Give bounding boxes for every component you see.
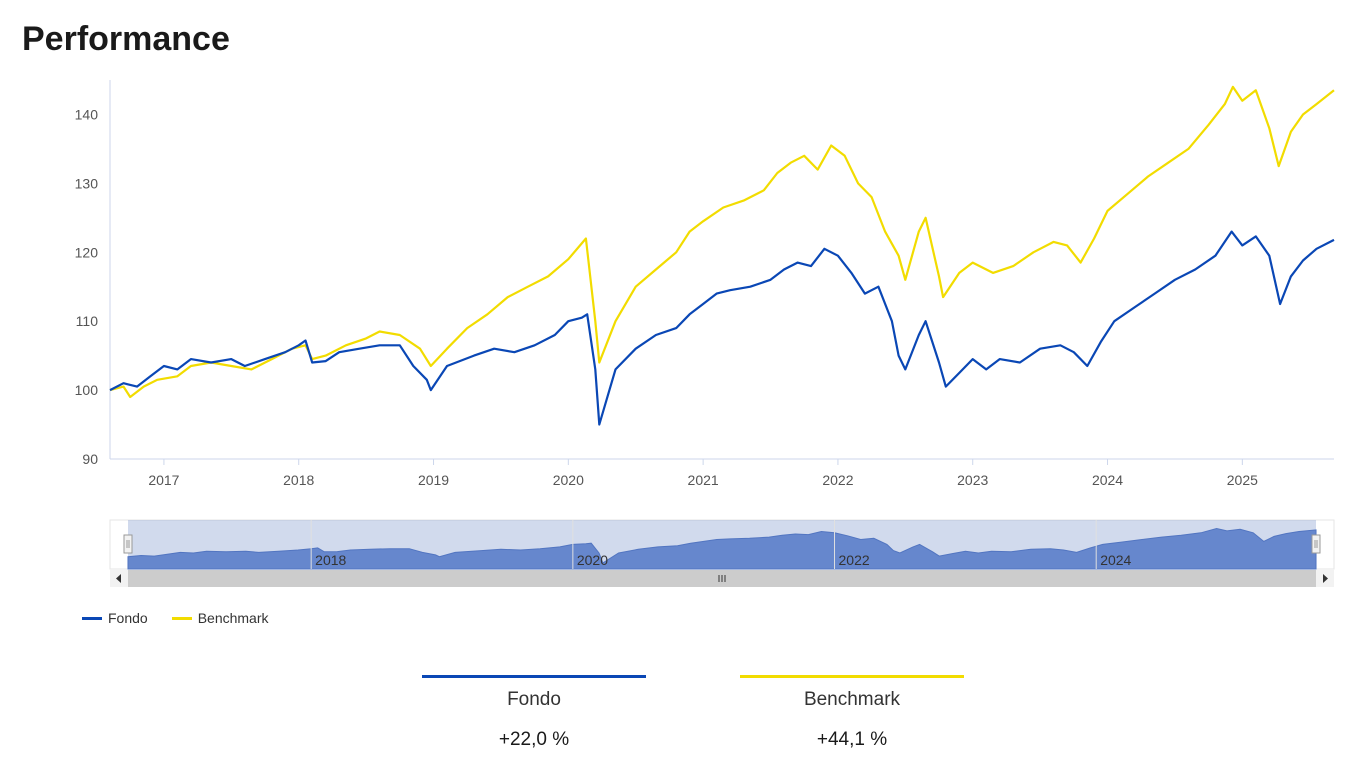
y-tick-label: 90	[82, 451, 98, 467]
handle-body[interactable]	[1311, 534, 1321, 554]
legend: Fondo Benchmark	[82, 610, 269, 626]
summary-name-fondo: Fondo	[507, 689, 561, 710]
series-line-fondo[interactable]	[109, 230, 1335, 426]
x-tick-label: 2019	[418, 472, 449, 488]
summary-line-benchmark	[740, 675, 964, 678]
scroll-left-arrow-icon[interactable]	[116, 574, 121, 583]
summary-value-fondo: +22,0 %	[498, 729, 570, 750]
x-tick-label: 2023	[957, 472, 988, 488]
x-tick-label: 2021	[688, 472, 719, 488]
summary-line-fondo	[422, 675, 646, 678]
navigator-tick-label: 2020	[577, 552, 608, 568]
navigator-tick-label: 2022	[839, 552, 870, 568]
legend-label-fondo: Fondo	[108, 610, 148, 626]
navigator-tick-label: 2024	[1100, 552, 1131, 568]
navigator-handle-left[interactable]	[123, 534, 133, 554]
y-tick-label: 110	[76, 313, 99, 329]
summary-value-benchmark: +44,1 %	[816, 729, 888, 750]
legend-label-benchmark: Benchmark	[197, 610, 269, 626]
plot-area	[109, 80, 1334, 460]
y-tick-label: 100	[75, 382, 99, 398]
x-tick-label: 2020	[553, 472, 584, 488]
scroll-right-arrow-icon[interactable]	[1323, 574, 1328, 583]
navigator-selection[interactable]	[128, 520, 1316, 569]
series-line-benchmark[interactable]	[109, 85, 1335, 399]
x-tick-label: 2018	[283, 472, 314, 488]
legend-swatch-benchmark	[171, 616, 192, 620]
summary-name-benchmark: Benchmark	[803, 689, 901, 710]
y-tick-label: 140	[75, 106, 99, 122]
navigator-area	[127, 527, 1317, 570]
navigator-tick-label: 2018	[315, 552, 346, 568]
x-tick-label: 2022	[822, 472, 853, 488]
navigator-handle-right[interactable]	[1311, 534, 1321, 554]
y-axis: 90 100 110 120 130 140	[75, 106, 99, 467]
navigator[interactable]: 2018 2020 2022 2024	[109, 519, 1335, 587]
legend-item-fondo[interactable]: Fondo	[82, 610, 148, 626]
summary-fondo: Fondo +22,0 %	[422, 675, 646, 751]
y-tick-label: 130	[75, 175, 99, 191]
y-tick-label: 120	[75, 244, 99, 260]
handle-body[interactable]	[123, 534, 133, 554]
legend-item-benchmark[interactable]: Benchmark	[171, 610, 269, 626]
x-tick-label: 2025	[1227, 472, 1258, 488]
page-title: Performance	[22, 20, 230, 58]
x-tick-label: 2024	[1092, 472, 1123, 488]
x-axis: 2017 2018 2019 2020 2021 2022 2023 2024 2025	[148, 459, 1258, 488]
legend-swatch-fondo	[82, 616, 102, 620]
x-tick-label: 2017	[148, 472, 179, 488]
summary-benchmark: Benchmark +44,1 %	[740, 675, 964, 751]
series-lines	[109, 85, 1335, 426]
